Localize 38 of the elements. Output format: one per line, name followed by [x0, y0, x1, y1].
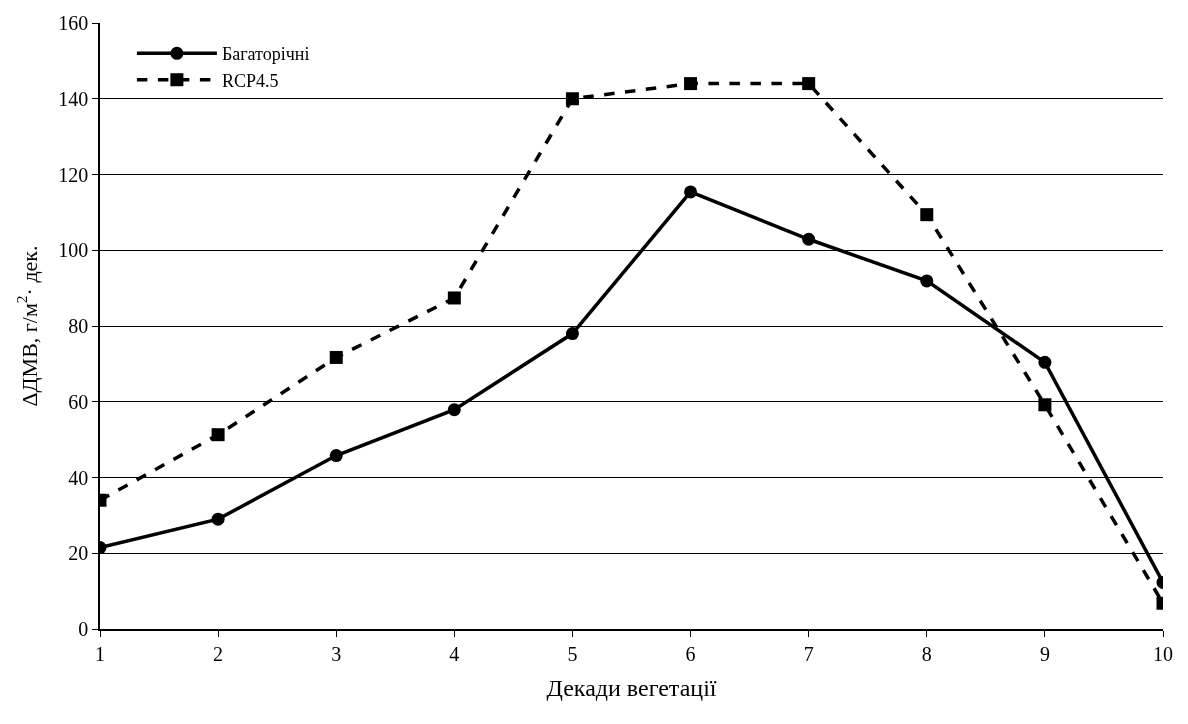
x-tick-label: 8: [921, 642, 932, 665]
y-tick-label: 80: [68, 315, 89, 337]
x-tick-label: 6: [685, 642, 696, 665]
point: [1038, 398, 1052, 412]
x-tick-label: 2: [213, 642, 224, 665]
x-tick-label: 9: [1039, 642, 1050, 665]
y-tick-label: 0: [78, 618, 89, 640]
point: [211, 428, 225, 442]
point: [920, 208, 934, 222]
y-tick-label: 120: [58, 163, 89, 186]
x-tick-label: 4: [449, 642, 460, 665]
x-tick-label: 3: [331, 642, 342, 665]
point: [920, 274, 934, 288]
point: [1038, 355, 1052, 369]
point: [447, 403, 461, 417]
y-tick-label: 20: [68, 542, 89, 565]
x-tick-label: 7: [803, 642, 814, 665]
point: [565, 327, 579, 341]
y-tick-label: 140: [58, 87, 89, 110]
y-tick-label: 60: [68, 390, 89, 413]
point: [329, 449, 343, 463]
point: [211, 512, 225, 526]
point: [684, 77, 698, 91]
point: [802, 232, 816, 246]
y-tick-label: 100: [58, 239, 89, 262]
point: [329, 350, 343, 364]
point: [565, 92, 579, 106]
x-axis-title: Декади вегетації: [546, 674, 717, 701]
y-tick-label: 40: [68, 466, 89, 489]
legend-label: RCP4.5: [221, 70, 279, 91]
x-tick-label: 1: [95, 642, 105, 665]
point: [684, 185, 698, 199]
point: [802, 77, 816, 91]
point: [447, 291, 461, 305]
x-tick-label: 5: [567, 642, 578, 665]
y-tick-label: 160: [58, 12, 89, 34]
legend-label: Багаторічні: [221, 44, 310, 65]
x-tick-label: 10: [1153, 642, 1173, 665]
